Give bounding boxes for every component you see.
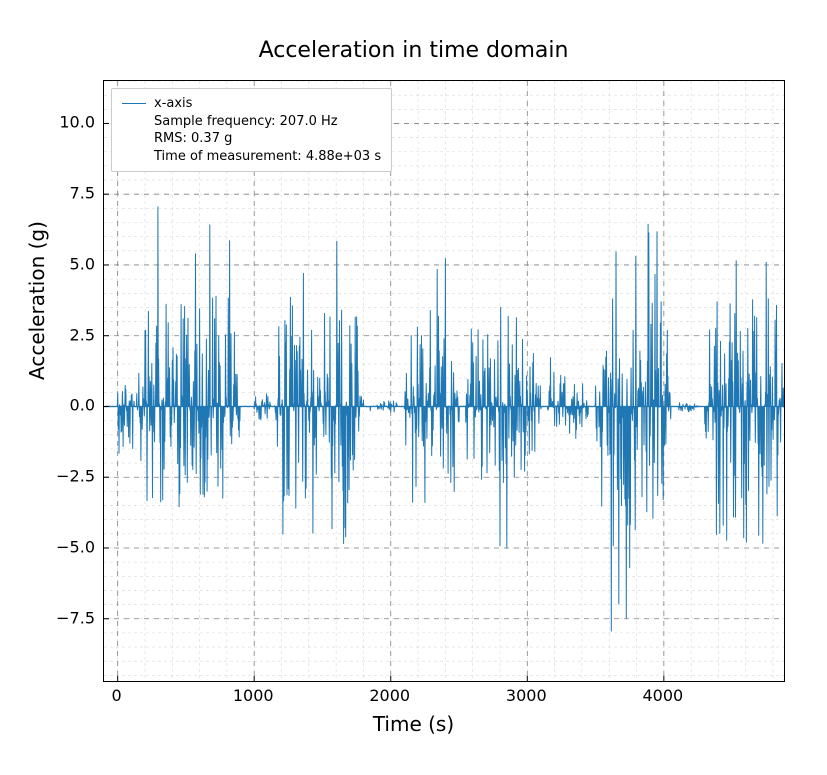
chart-title: Acceleration in time domain <box>0 38 827 63</box>
legend-text: Sample frequency: 207.0 Hz <box>154 113 338 131</box>
y-tick-label: −5.0 <box>5 537 95 556</box>
figure: Acceleration in time domain Acceleration… <box>0 0 827 775</box>
y-axis-label: Acceleration (g) <box>25 221 49 380</box>
legend: x-axis Sample frequency: 207.0 Hz RMS: 0… <box>111 88 392 172</box>
x-tick-label: 0 <box>112 686 122 705</box>
legend-entry: x-axis <box>122 95 381 113</box>
x-tick-label: 1000 <box>233 686 274 705</box>
y-tick-label: 2.5 <box>5 325 95 344</box>
y-tick-label: 5.0 <box>5 254 95 273</box>
y-tick-label: 7.5 <box>5 184 95 203</box>
x-tick-label: 2000 <box>369 686 410 705</box>
x-tick-label: 3000 <box>506 686 547 705</box>
x-axis-label: Time (s) <box>0 712 827 736</box>
legend-info-line: Time of measurement: 4.88e+03 s <box>122 148 381 166</box>
y-tick-label: 0.0 <box>5 396 95 415</box>
legend-line-icon <box>122 103 146 104</box>
y-tick-label: −2.5 <box>5 467 95 486</box>
legend-label: x-axis <box>154 95 192 113</box>
y-tick-label: 10.0 <box>5 113 95 132</box>
x-tick-label: 4000 <box>642 686 683 705</box>
legend-text: RMS: 0.37 g <box>154 130 232 148</box>
y-tick-label: −7.5 <box>5 608 95 627</box>
legend-text: Time of measurement: 4.88e+03 s <box>154 148 381 166</box>
legend-info-line: Sample frequency: 207.0 Hz <box>122 113 381 131</box>
legend-info-line: RMS: 0.37 g <box>122 130 381 148</box>
